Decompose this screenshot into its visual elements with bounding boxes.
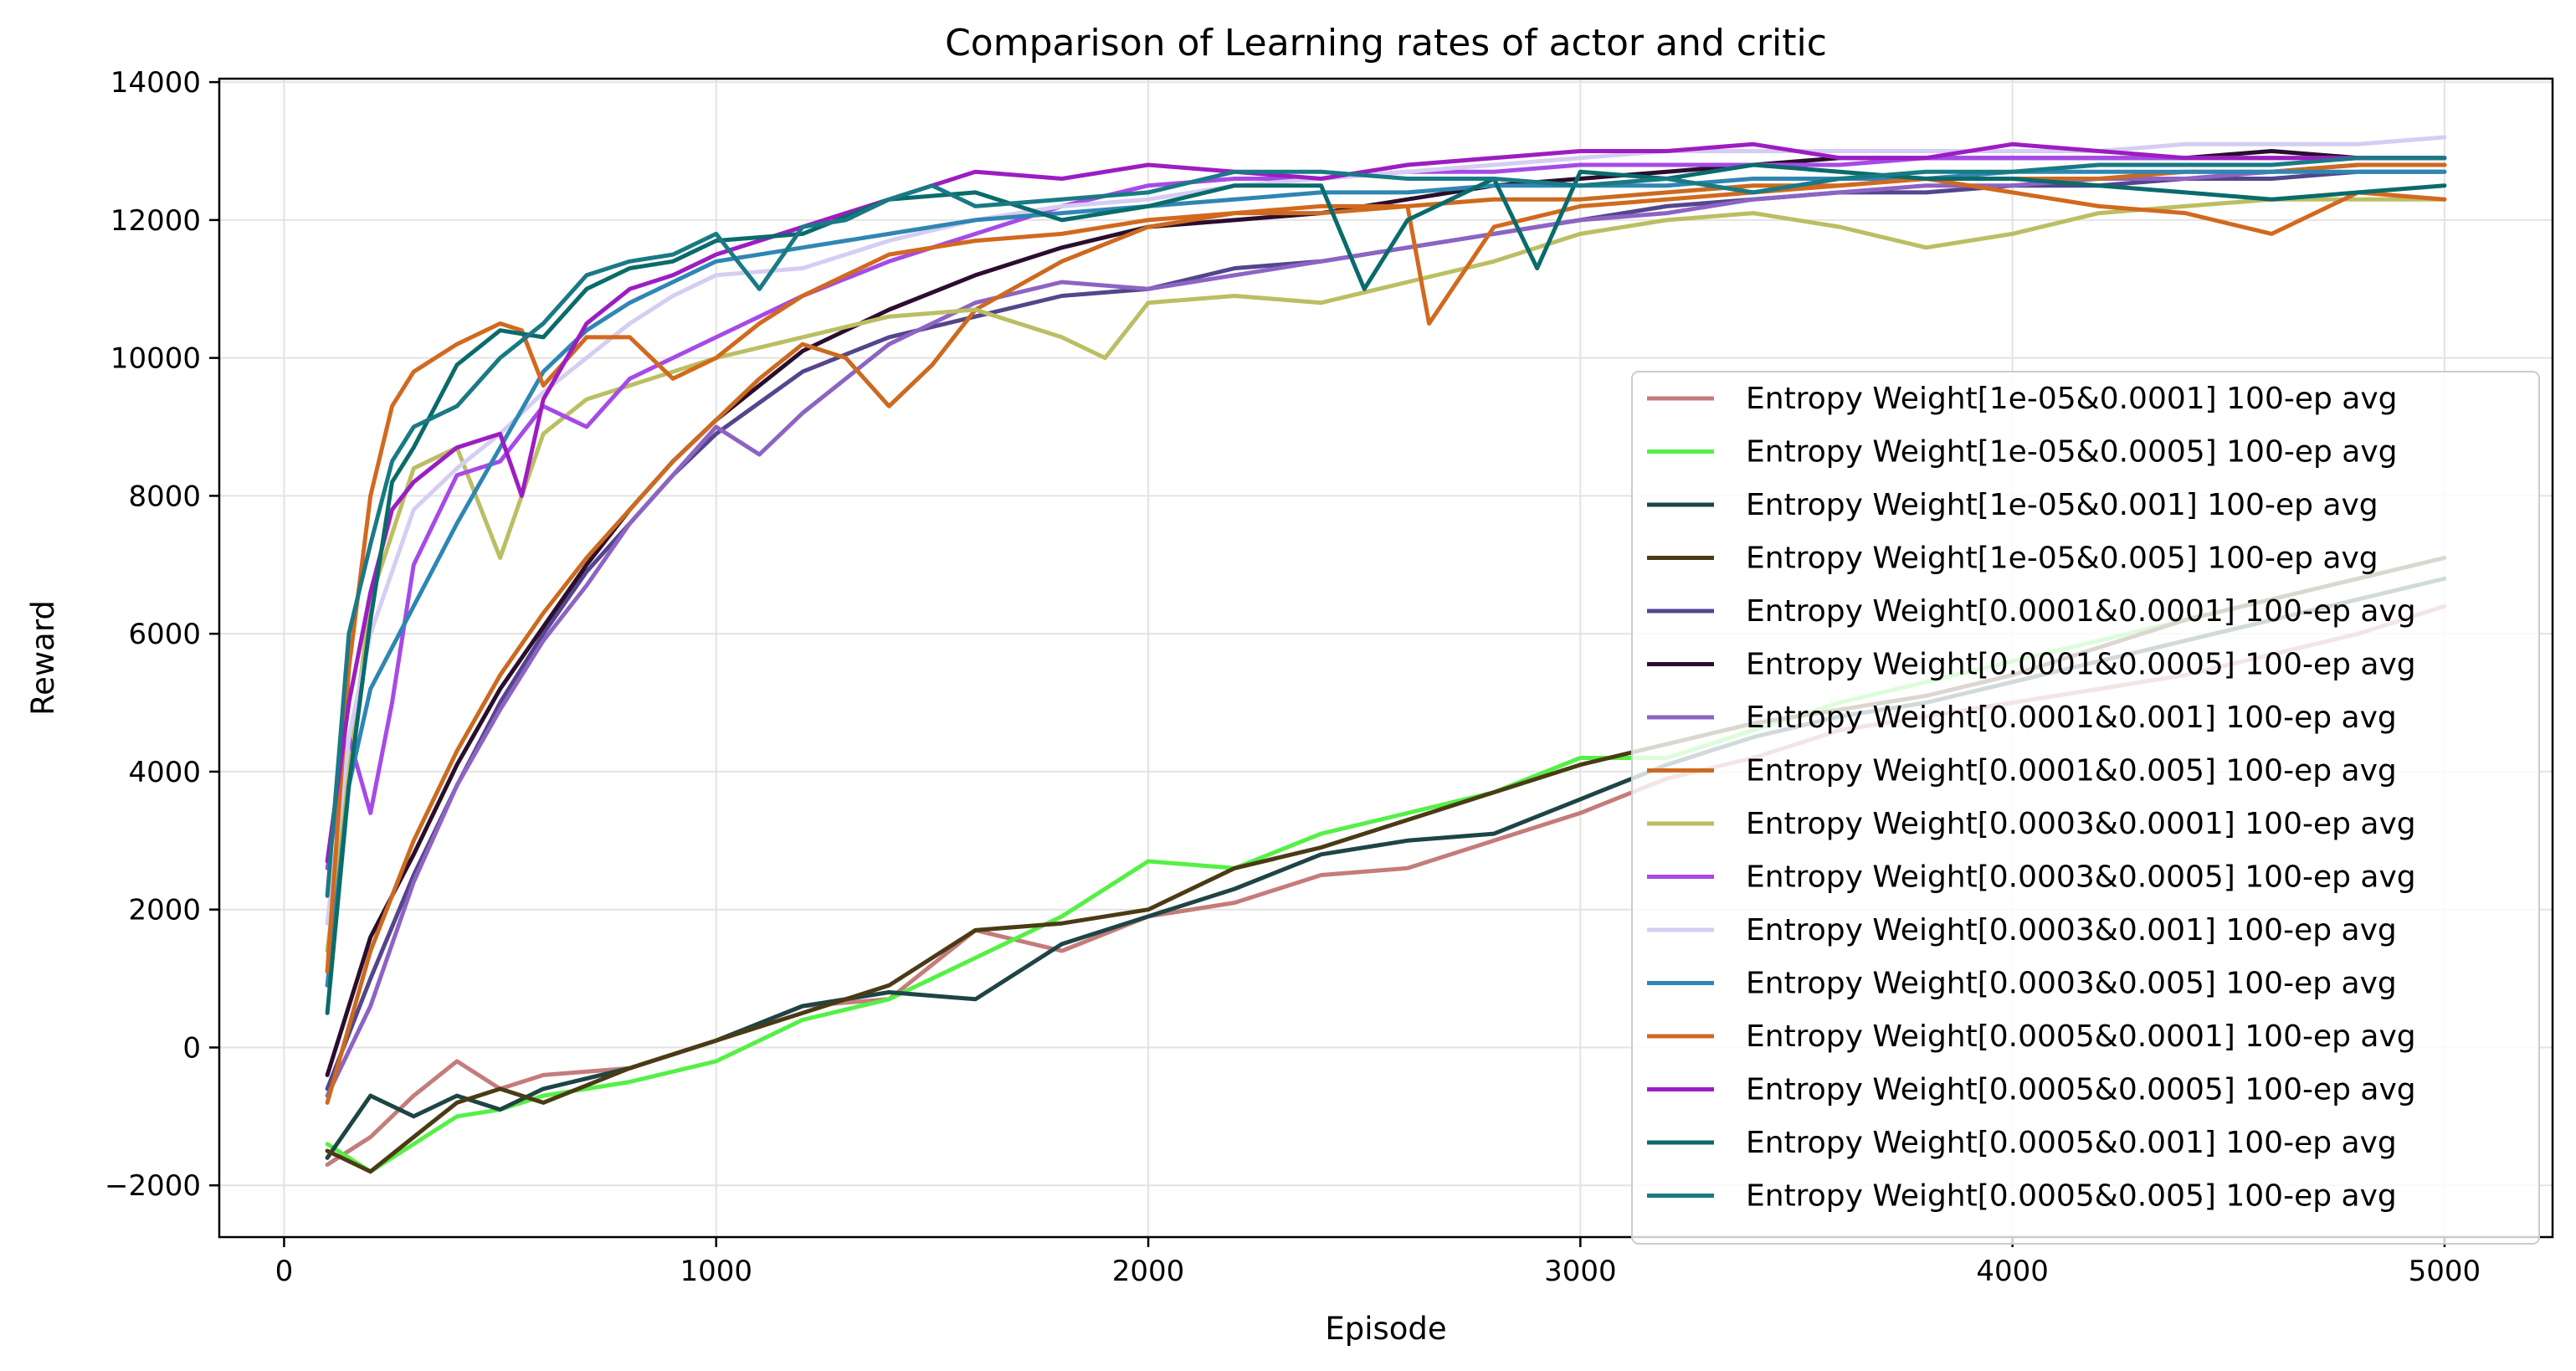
- legend-label: Entropy Weight[0.0005&0.005] 100-ep avg: [1746, 1179, 2397, 1214]
- series-lines: [325, 135, 2447, 1174]
- x-axis-ticks: 0 1000 2000 3000 4000 5000: [275, 1237, 2481, 1288]
- legend-label: Entropy Weight[1e-05&0.005] 100-ep avg: [1746, 542, 2378, 576]
- series-line-14: [325, 141, 2447, 864]
- x-tick-label: 2000: [1112, 1255, 1185, 1288]
- legend-label: Entropy Weight[1e-05&0.0001] 100-ep avg: [1746, 382, 2398, 416]
- legend-label: Entropy Weight[0.0001&0.001] 100-ep avg: [1746, 701, 2397, 735]
- y-tick-label: 12000: [110, 204, 201, 238]
- x-tick-label: 0: [275, 1255, 294, 1288]
- y-tick-label: 2000: [128, 894, 201, 927]
- y-tick-label: 10000: [110, 342, 201, 376]
- legend-label: Entropy Weight[0.0001&0.0001] 100-ep avg: [1746, 594, 2416, 629]
- legend-label: Entropy Weight[0.0003&0.001] 100-ep avg: [1746, 913, 2397, 947]
- legend-label: Entropy Weight[0.0001&0.005] 100-ep avg: [1746, 754, 2397, 788]
- legend-label: Entropy Weight[0.0003&0.005] 100-ep avg: [1746, 967, 2397, 1001]
- legend-label: Entropy Weight[0.0003&0.0005] 100-ep avg: [1746, 860, 2416, 895]
- legend-label: Entropy Weight[1e-05&0.0005] 100-ep avg: [1746, 435, 2398, 470]
- y-axis-ticks: −2000 0 2000 4000 6000 8000 10000 12000 14000: [105, 66, 219, 1203]
- x-tick-label: 1000: [680, 1255, 752, 1288]
- y-tick-label: 14000: [110, 66, 201, 100]
- legend-label: Entropy Weight[0.0001&0.0005] 100-ep avg: [1746, 648, 2416, 682]
- y-tick-label: 8000: [128, 480, 201, 513]
- legend-label: Entropy Weight[0.0005&0.0001] 100-ep avg: [1746, 1019, 2416, 1054]
- y-tick-label: 0: [182, 1031, 201, 1065]
- legend-label: Entropy Weight[0.0005&0.001] 100-ep avg: [1746, 1126, 2397, 1160]
- x-tick-label: 4000: [1976, 1255, 2049, 1288]
- chart-title: Comparison of Learning rates of actor an…: [945, 22, 1827, 64]
- plot-frame: [218, 77, 2554, 1239]
- x-axis-label: Episode: [1325, 1311, 1446, 1347]
- y-tick-label: 4000: [128, 756, 201, 789]
- y-tick-label: 6000: [128, 618, 201, 651]
- series-line-7: [325, 162, 2447, 1098]
- y-tick-label: −2000: [105, 1169, 201, 1203]
- y-axis-label: Reward: [25, 600, 61, 716]
- x-tick-label: 3000: [1544, 1255, 1617, 1288]
- legend-label: Entropy Weight[1e-05&0.001] 100-ep avg: [1746, 488, 2378, 522]
- legend-label: Entropy Weight[0.0003&0.0001] 100-ep avg: [1746, 807, 2416, 841]
- series-line-15: [325, 162, 2447, 1015]
- series-line-9: [325, 197, 2447, 953]
- series-line-16: [325, 156, 2447, 898]
- legend: Entropy Weight[1e-05&0.0001] 100-ep avg E…: [1631, 371, 2540, 1245]
- legend-label: Entropy Weight[0.0005&0.0005] 100-ep avg: [1746, 1073, 2416, 1107]
- legend-box: [1631, 371, 2540, 1245]
- x-tick-label: 5000: [2409, 1255, 2481, 1288]
